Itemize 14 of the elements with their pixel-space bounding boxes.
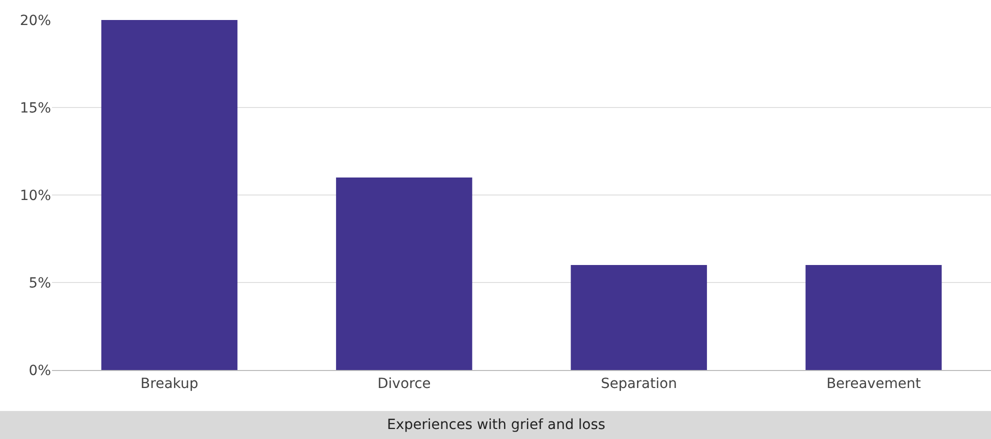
bar (806, 265, 942, 370)
y-tick-label: 15% (20, 100, 51, 116)
bar (570, 265, 707, 370)
x-tick-label: Separation (600, 376, 677, 392)
x-tick-label: Breakup (140, 376, 198, 392)
y-tick-label: 0% (28, 362, 51, 379)
x-tick-label: Bereavement (826, 376, 922, 392)
bar (336, 178, 472, 370)
x-axis-title: Experiences with grief and loss (387, 417, 606, 433)
y-tick-label: 10% (20, 188, 51, 204)
bar (101, 20, 238, 370)
x-tick-label: Divorce (377, 376, 431, 392)
y-tick-label: 20% (20, 12, 51, 29)
y-tick-label: 5% (28, 275, 51, 292)
